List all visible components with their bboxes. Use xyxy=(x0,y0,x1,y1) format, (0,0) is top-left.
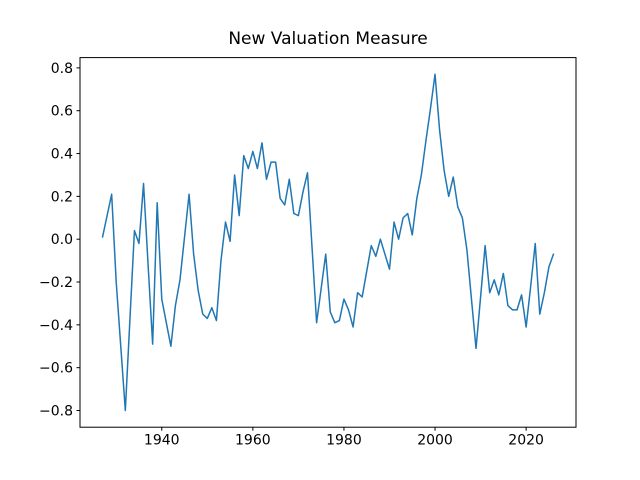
x-axis-tick-label: 2000 xyxy=(417,433,453,449)
x-axis-tick-label: 1980 xyxy=(326,433,362,449)
y-axis-tick-label: −0.2 xyxy=(39,275,73,291)
y-axis-tick-label: 0.0 xyxy=(51,232,73,248)
y-axis-tick-label: −0.6 xyxy=(39,361,73,377)
x-axis-tick-label: 2020 xyxy=(508,433,544,449)
chart-title: New Valuation Measure xyxy=(228,29,428,49)
x-axis-tick-label: 1940 xyxy=(144,433,180,449)
line-series xyxy=(101,73,555,412)
y-axis-tick-label: 0.2 xyxy=(51,189,73,205)
y-axis-tick-label: 0.6 xyxy=(51,104,73,120)
y-axis-tick-label: 0.8 xyxy=(51,61,73,77)
x-axis-tick-label: 1960 xyxy=(235,433,271,449)
y-axis-tick-label: 0.4 xyxy=(51,147,73,163)
y-axis-tick-label: −0.4 xyxy=(39,318,73,334)
y-axis-tick-label: −0.8 xyxy=(39,403,73,419)
axes-spines xyxy=(79,57,577,428)
